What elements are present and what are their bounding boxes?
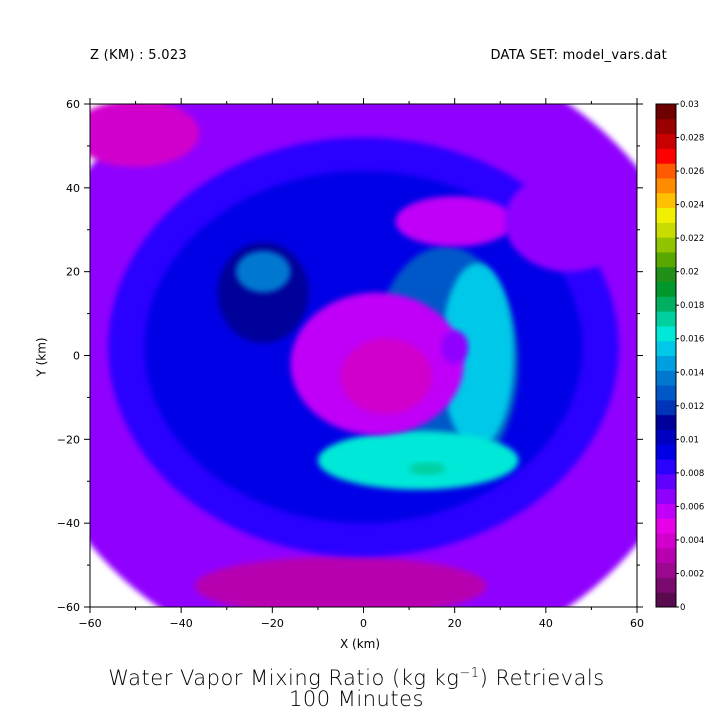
contour-north-east-dry-patch: [504, 171, 633, 272]
colorbar-label: 0.02: [680, 268, 699, 278]
y-tick-label: 0: [73, 350, 80, 363]
contour-east-dry-pocket: [440, 330, 469, 364]
x-axis-label: X (km): [340, 637, 381, 651]
y-axis-label-wrap: Y (km): [22, 337, 62, 380]
chart-subtitle: 100 Minutes: [289, 687, 424, 711]
colorbar-label: 0.01: [680, 435, 699, 445]
contour-field: [90, 104, 637, 607]
colorbar-swatch: [656, 163, 676, 179]
z-level-label: Z (KM) : 5.023: [90, 48, 187, 63]
contour-spiral-band-south: [317, 430, 519, 490]
colorbar-swatch: [656, 296, 676, 312]
colorbar-label: 0.014: [680, 368, 704, 378]
colorbar-swatch: [656, 237, 676, 253]
colorbar-swatch: [656, 104, 676, 120]
colorbar-swatch: [656, 207, 676, 223]
colorbar: 0 0.002 0.004 0.006 0.008 0.01 0.012 0.014 0.016…: [655, 100, 704, 613]
colorbar-swatch: [656, 192, 676, 209]
dataset-label: DATA SET: model_vars.dat: [490, 48, 667, 63]
colorbar-swatch: [656, 459, 676, 475]
colorbar-swatch: [656, 281, 676, 297]
colorbar-swatch: [656, 355, 676, 371]
contour-eye-core: [340, 338, 432, 415]
contour-north-dry-pocket: [395, 196, 514, 247]
colorbar-swatch: [656, 547, 676, 564]
colorbar-swatch: [656, 385, 676, 401]
colorbar-swatch: [656, 325, 676, 342]
colorbar-swatch: [656, 311, 676, 327]
colorbar-swatch: [656, 133, 676, 149]
title-prefix: Water Vapor Mixing Ratio (kg kg: [108, 666, 460, 690]
colorbar-label: 0.024: [680, 201, 704, 211]
y-tick-label: −20: [57, 433, 80, 446]
colorbar-label: 0.012: [680, 402, 704, 412]
y-tick-label: 60: [66, 98, 80, 111]
colorbar-label: 0.008: [680, 469, 704, 479]
x-tick-label: −60: [78, 617, 101, 630]
x-tick-label: 0: [360, 617, 367, 630]
colorbar-label: 0.026: [680, 167, 704, 177]
colorbar-label: 0: [680, 603, 685, 613]
colorbar-swatch: [656, 251, 676, 268]
y-tick-label: 20: [66, 266, 80, 279]
y-tick-label: −40: [57, 517, 80, 530]
colorbar-swatch: [656, 577, 676, 593]
contour-south-peak: [409, 462, 446, 475]
colorbar-label: 0.004: [680, 536, 704, 546]
x-tick-label: −20: [261, 617, 284, 630]
contour-west-band-peak: [235, 250, 291, 293]
y-axis-label: Y (km): [34, 337, 49, 377]
title-superscript: −1: [459, 666, 480, 681]
colorbar-swatch: [656, 592, 676, 608]
colorbar-swatch: [656, 266, 676, 283]
colorbar-swatch: [656, 414, 676, 430]
colorbar-swatch: [656, 518, 676, 534]
colorbar-swatch: [656, 533, 676, 549]
y-tick-label: −60: [57, 601, 80, 614]
colorbar-swatch: [656, 222, 676, 238]
contour-north-west-moist-corner: [90, 104, 200, 167]
colorbar-swatch: [656, 118, 676, 135]
chart-title: Water Vapor Mixing Ratio (kg kg−1) Retri…: [0, 666, 713, 690]
title-suffix: ) Retrievals: [479, 666, 605, 690]
colorbar-swatch: [656, 503, 676, 519]
colorbar-label: 0.016: [680, 335, 704, 345]
colorbar-label: 0.018: [680, 301, 704, 311]
axes: −60 −40 −20 0 20 40 60 −60 −40 −20 0 20 40 60: [57, 98, 644, 630]
colorbar-swatch: [656, 370, 676, 386]
colorbar-swatch: [656, 562, 676, 578]
colorbar-label: 0.028: [680, 134, 704, 144]
colorbar-label: 0.03: [680, 100, 699, 110]
x-tick-label: −40: [170, 617, 193, 630]
colorbar-swatch: [656, 340, 676, 356]
colorbar-swatch: [656, 473, 676, 490]
colorbar-swatch: [656, 148, 676, 164]
colorbar-swatch: [656, 429, 676, 445]
y-tick-label: 40: [66, 182, 80, 195]
colorbar-swatch: [656, 444, 676, 460]
x-tick-label: 20: [448, 617, 462, 630]
colorbar-swatch: [656, 488, 676, 504]
colorbar-label: 0.006: [680, 502, 704, 512]
colorbar-swatch: [656, 177, 676, 194]
contour-spiral-band-peak: [440, 263, 514, 448]
colorbar-swatch: [656, 399, 676, 416]
colorbar-label: 0.002: [680, 569, 704, 579]
contour-south-dry-band: [194, 556, 487, 607]
colorbar-label: 0.022: [680, 234, 704, 244]
x-tick-label: 40: [539, 617, 553, 630]
x-tick-label: 60: [630, 617, 644, 630]
colorbar-frame: [655, 103, 677, 608]
